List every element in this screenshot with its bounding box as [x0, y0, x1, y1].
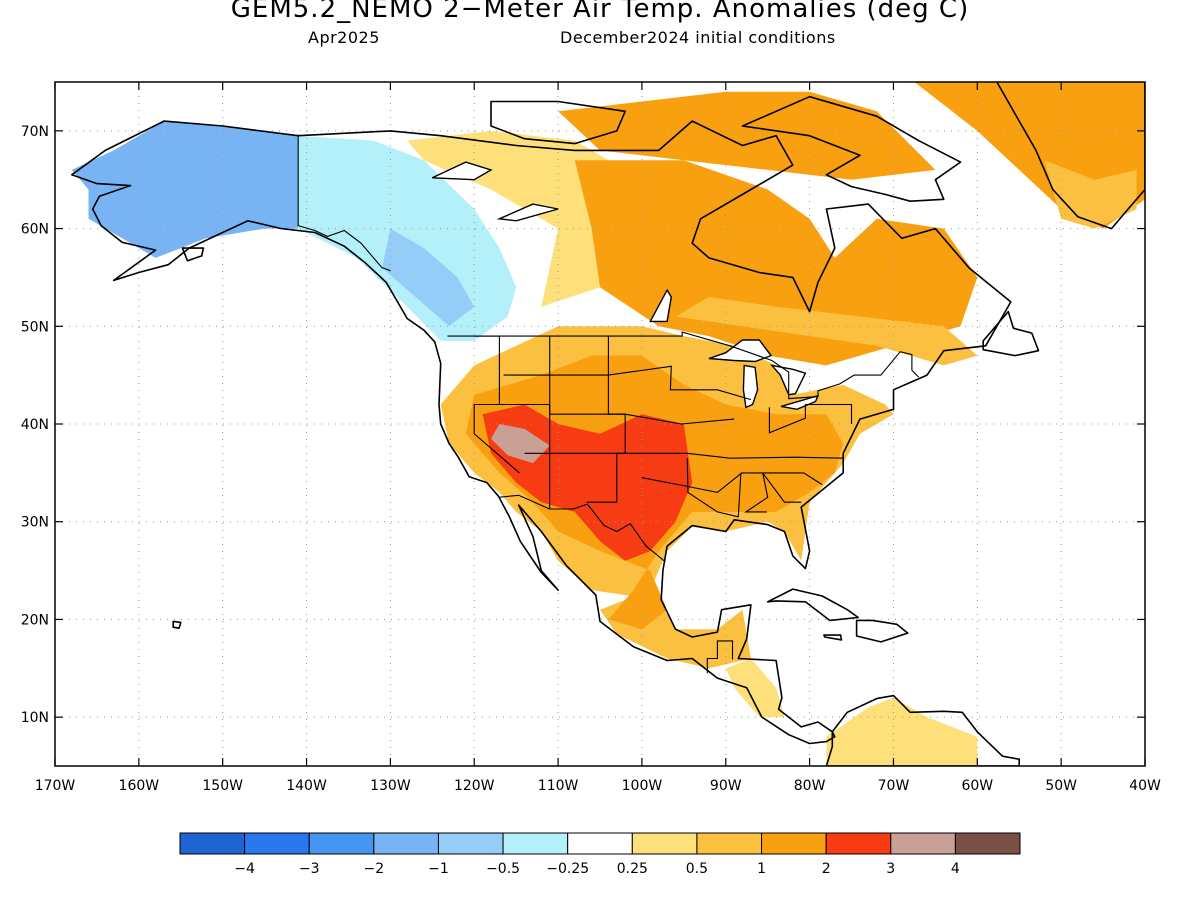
lake-great-slave-lake [496, 203, 559, 222]
colorbar: −4 −3 −2 −1 −0.5 −0.25 0.25 0.5 1 2 3 4 [179, 832, 1021, 877]
region-alaska-cold [71, 121, 299, 258]
colorbar-label: 0.5 [686, 861, 708, 877]
colorbar-label: 1 [757, 861, 766, 877]
border-state-lines-southeast [744, 472, 802, 513]
colorbar-swatch [244, 832, 310, 855]
colorbar-swatch [179, 832, 246, 855]
region-caribbean-mild [826, 697, 978, 766]
anomaly-shading [71, 82, 1145, 766]
colorbar-label: −0.25 [546, 861, 589, 877]
forecast-month: Apr2025 [308, 28, 380, 47]
border-lat-45-line [503, 365, 752, 401]
y-tick-label: 70N [21, 124, 49, 140]
x-tick-label: 100W [622, 778, 663, 794]
map-title: GEM5.2_NEMO 2−Meter Air Temp. Anomalies … [230, 0, 970, 24]
outline-baffin-island [741, 95, 962, 202]
border-lat-37-line [524, 452, 845, 459]
border-state-lines-east [686, 458, 742, 518]
colorbar-swatch [631, 832, 698, 855]
x-tick-label: 70W [878, 778, 910, 794]
colorbar-label: 4 [951, 861, 960, 877]
region-central-america-mild [725, 658, 785, 718]
outline-jamaica [823, 634, 843, 641]
region-bc-cool-mid [382, 228, 475, 327]
axes: 170W 160W 150W 140W 130W 120W 110W 100W 90W 80W 70… [21, 82, 1161, 794]
colorbar-swatch [373, 832, 439, 855]
region-east-canada-warm [574, 160, 978, 366]
x-tick-label: 120W [454, 778, 495, 794]
colorbar-swatch [502, 832, 569, 855]
colorbar-label: 0.25 [617, 861, 648, 877]
colorbar-swatch [954, 832, 1021, 855]
border-us-canada-border [447, 331, 919, 400]
outline-victoria-island [490, 100, 627, 145]
region-greenland-mild [1044, 160, 1137, 229]
x-tick-label: 140W [286, 778, 327, 794]
coastlines [71, 82, 1145, 766]
lake-great-bear-lake [432, 161, 493, 181]
x-tick-label: 40W [1129, 778, 1161, 794]
border-state-lines-plains [586, 336, 626, 503]
x-tick-label: 50W [1045, 778, 1077, 794]
colorbar-swatch [696, 832, 763, 855]
region-east-canada-mild-south [675, 297, 978, 366]
border-mexico-guatemala [706, 640, 734, 674]
colorbar-swatch [308, 832, 375, 855]
y-tick-label: 30N [21, 515, 49, 531]
colorbar-swatch [761, 832, 827, 855]
outline-north-america-coast [71, 120, 1012, 745]
y-tick-label: 20N [21, 612, 49, 628]
x-tick-label: 130W [370, 778, 411, 794]
lake-lake-winnipeg [649, 288, 673, 323]
lake-lake-erie [780, 394, 820, 411]
colorbar-label: 3 [886, 861, 895, 877]
x-tick-label: 80W [794, 778, 826, 794]
x-tick-label: 60W [961, 778, 993, 794]
x-tick-label: 150W [202, 778, 243, 794]
border-lat-41-line [499, 403, 735, 425]
colorbar-swatch [437, 832, 504, 855]
outline-newfoundland [982, 310, 1040, 357]
lake-lake-michigan [742, 364, 759, 409]
outline-hawaii-big-island [172, 620, 182, 630]
lake-lake-superior [708, 339, 773, 363]
x-tick-label: 170W [35, 778, 76, 794]
y-tick-label: 50N [21, 319, 49, 335]
colorbar-swatch [825, 832, 892, 855]
colorbar-label: −0.5 [486, 861, 520, 877]
border-state-lines-ohio [768, 403, 853, 434]
initial-conditions: December2024 initial conditions [560, 28, 836, 47]
y-tick-label: 60N [21, 222, 49, 238]
colorbar-swatch [567, 832, 633, 855]
x-tick-label: 90W [710, 778, 742, 794]
outline-south-america-north [825, 694, 1021, 766]
x-tick-label: 160W [119, 778, 160, 794]
outline-greenland-coast [995, 82, 1145, 230]
y-tick-label: 40N [21, 417, 49, 433]
colorbar-label: 2 [822, 861, 831, 877]
colorbar-label: −1 [428, 861, 449, 877]
outline-hispaniola [855, 619, 909, 643]
colorbar-label: −4 [234, 861, 255, 877]
colorbar-swatch [890, 832, 956, 855]
colorbar-label: −2 [364, 861, 385, 877]
x-tick-label: 110W [538, 778, 579, 794]
colorbar-label: −3 [299, 861, 320, 877]
border-alaska-canada-border [297, 134, 391, 272]
border-us-mexico-border [498, 494, 666, 563]
y-tick-label: 10N [21, 710, 49, 726]
outline-kodiak [181, 247, 205, 262]
region-arctic-islands-warm [558, 91, 936, 180]
outline-cuba [766, 588, 860, 622]
